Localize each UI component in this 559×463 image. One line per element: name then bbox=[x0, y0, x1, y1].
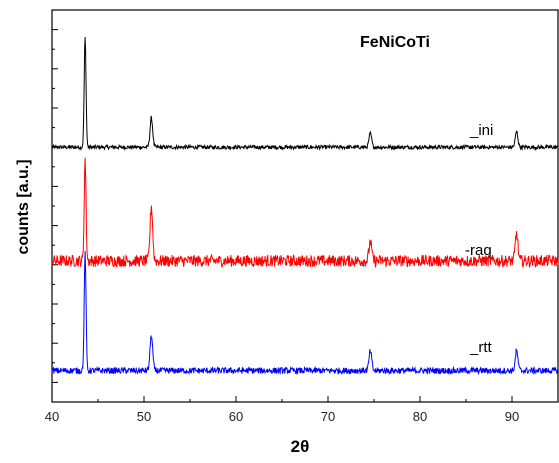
x-tick-label-4: 80 bbox=[413, 409, 427, 424]
x-axis-title: 2θ bbox=[291, 437, 310, 456]
chart-title: FeNiCoTi bbox=[360, 34, 430, 51]
x-tick-label-3: 70 bbox=[321, 409, 335, 424]
series-label-1: -raq bbox=[465, 242, 492, 259]
plot-area: 40 50 60 70 80 90 _ini -raq _rtt bbox=[45, 9, 559, 424]
y-axis-title: counts [a.u.] bbox=[15, 159, 32, 254]
series-label-0: _ini bbox=[469, 122, 493, 139]
x-tick-label-1: 50 bbox=[137, 409, 151, 424]
series-label-2: _rtt bbox=[469, 339, 493, 356]
series-labels: _ini -raq _rtt bbox=[465, 122, 493, 356]
series-line-2 bbox=[51, 250, 559, 376]
series-line-0 bbox=[51, 36, 559, 152]
x-axis-ticks: 40 50 60 70 80 90 bbox=[45, 396, 519, 424]
x-tick-label-0: 40 bbox=[45, 409, 59, 424]
y-axis-ticks bbox=[52, 29, 58, 383]
series-layer bbox=[51, 36, 559, 376]
x-tick-label-5: 90 bbox=[505, 409, 519, 424]
x-tick-label-2: 60 bbox=[229, 409, 243, 424]
series-line-1 bbox=[51, 157, 559, 269]
